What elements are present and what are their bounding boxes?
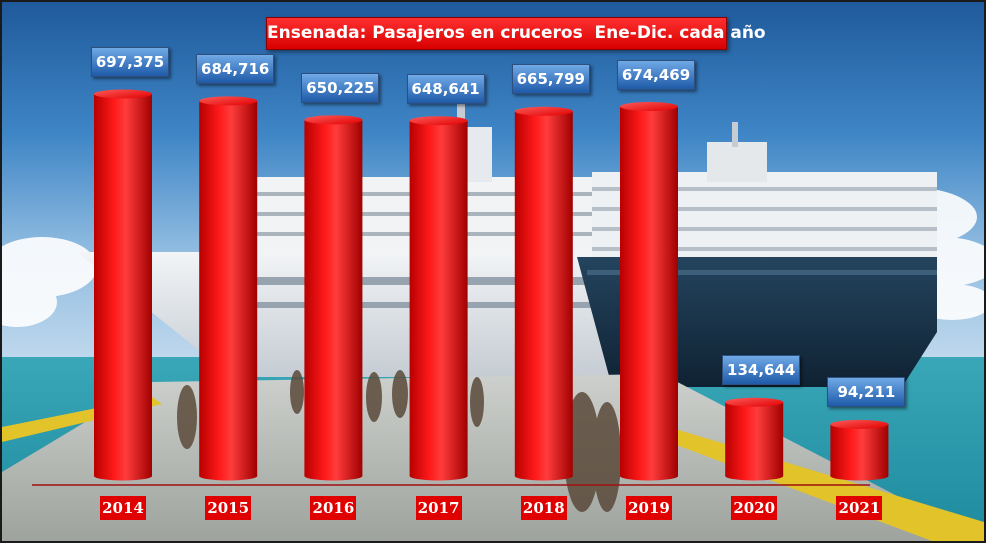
- bar-2019: [620, 102, 678, 481]
- category-label: 2021: [836, 496, 883, 520]
- bar-2017: [409, 116, 468, 481]
- chart-title: Ensenada: Pasajeros en cruceros Ene-Dic.…: [266, 17, 766, 50]
- category-label: 2020: [731, 496, 778, 520]
- value-label: 650,225: [301, 72, 380, 103]
- bar-2016: [304, 115, 363, 481]
- category-label: 2018: [520, 496, 567, 520]
- bar-2020: [725, 397, 784, 481]
- value-label: 134,644: [722, 355, 801, 386]
- value-label: 674,469: [617, 59, 695, 90]
- bar-2018: [514, 106, 573, 481]
- bar-2015: [199, 96, 258, 481]
- bar-2021: [830, 419, 889, 481]
- category-label: 2015: [205, 496, 252, 520]
- bar-2014: [94, 89, 152, 481]
- value-label: 684,716: [196, 53, 275, 84]
- value-label: 94,211: [827, 377, 906, 408]
- value-label: 648,641: [406, 73, 485, 104]
- value-label: 665,799: [511, 64, 590, 95]
- category-label: 2016: [310, 496, 357, 520]
- category-label: 2019: [626, 496, 672, 520]
- category-label: 2014: [100, 496, 146, 520]
- category-label: 2017: [415, 496, 462, 520]
- value-label: 697,375: [91, 47, 169, 77]
